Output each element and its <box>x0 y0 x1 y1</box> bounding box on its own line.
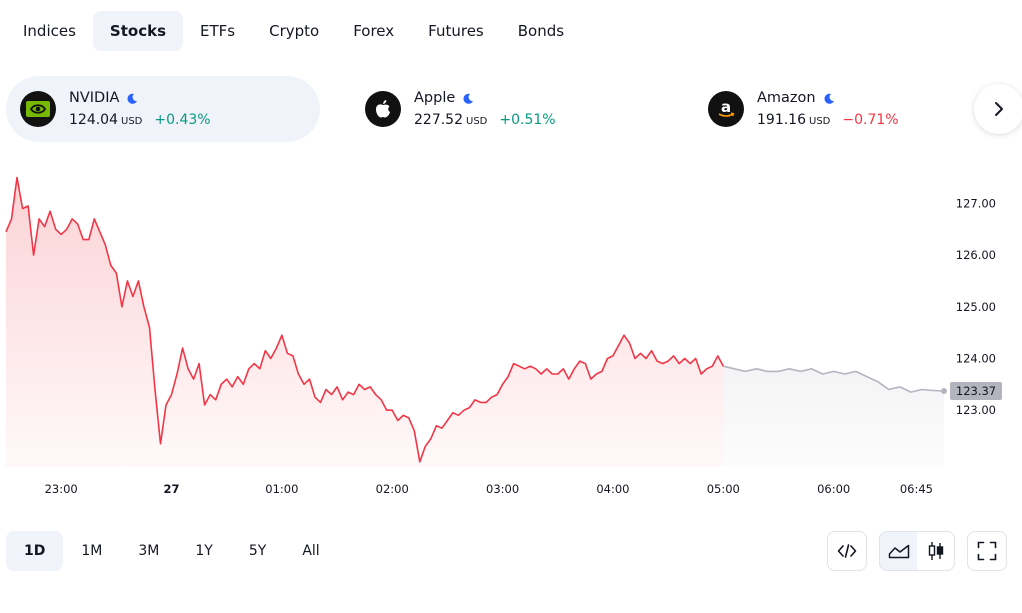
svg-text:a: a <box>721 98 731 116</box>
y-tick-label: 124.00 <box>956 351 996 365</box>
ticker-change: −0.71% <box>842 112 899 128</box>
range-1d[interactable]: 1D <box>6 531 64 571</box>
x-tick-label: 06:00 <box>817 482 850 496</box>
x-tick-label: 27 <box>164 482 180 496</box>
embed-code-button[interactable] <box>827 531 867 571</box>
x-tick-label: 04:00 <box>596 482 629 496</box>
market-tabs: Indices Stocks ETFs Crypto Forex Futures… <box>6 11 581 51</box>
area-chart-icon <box>888 544 909 559</box>
extended-hours-area-fill <box>723 366 944 467</box>
tab-etfs[interactable]: ETFs <box>200 22 236 40</box>
range-5y[interactable]: 5Y <box>248 543 267 559</box>
code-embed-icon <box>837 544 857 558</box>
session-area-fill <box>6 177 724 467</box>
tab-stocks[interactable]: Stocks <box>92 11 183 51</box>
carousel-next-button[interactable] <box>974 84 1022 134</box>
extended-hours-price-line <box>723 365 945 393</box>
ticker-change: +0.43% <box>154 112 211 128</box>
range-1m[interactable]: 1M <box>81 543 103 559</box>
tab-futures[interactable]: Futures <box>428 22 484 40</box>
amazon-logo-icon: a <box>708 91 744 127</box>
current-price-badge <box>950 382 1002 401</box>
price-chart[interactable]: 127.00 126.00 125.00 124.00 123.00 123.37 23:0… <box>0 175 1022 505</box>
x-tick-label: 01:00 <box>265 482 298 496</box>
fullscreen-icon <box>977 541 997 561</box>
ticker-card-nvidia[interactable]: NVIDIA 124.04 USD +0.43% <box>6 76 320 142</box>
range-all[interactable]: All <box>302 543 320 559</box>
market-closed-moon-icon <box>127 93 138 104</box>
ticker-name: Amazon <box>757 90 816 106</box>
y-tick-label: 123.00 <box>956 403 996 417</box>
x-tick-label: 23:00 <box>45 482 78 496</box>
market-closed-moon-icon <box>824 93 834 104</box>
area-chart-button[interactable] <box>880 532 917 570</box>
x-tick-label: 06:45 <box>900 482 933 496</box>
session-price-line <box>5 176 725 463</box>
ticker-card-apple[interactable]: Apple 227.52 USD +0.51% <box>351 76 651 142</box>
candlestick-icon <box>928 542 943 560</box>
tab-forex[interactable]: Forex <box>353 22 395 40</box>
fullscreen-button[interactable] <box>967 531 1007 571</box>
ticker-price: 191.16 <box>757 112 806 128</box>
ticker-currency: USD <box>466 116 488 127</box>
tab-indices[interactable]: Indices <box>23 22 76 40</box>
range-3m[interactable]: 3M <box>138 543 160 559</box>
x-tick-label: 02:00 <box>376 482 409 496</box>
ticker-card-amazon[interactable]: a Amazon 191.16 USD −0.71% <box>694 76 974 142</box>
ticker-price: 227.52 <box>414 112 463 128</box>
ticker-currency: USD <box>121 116 143 127</box>
chart-style-toggle <box>879 531 955 571</box>
y-tick-label: 126.00 <box>956 248 996 262</box>
ticker-name: Apple <box>414 90 456 106</box>
ticker-price: 124.04 <box>69 112 118 128</box>
ticker-currency: USD <box>809 116 831 127</box>
ticker-change: +0.51% <box>499 112 556 128</box>
tab-bonds[interactable]: Bonds <box>517 22 565 40</box>
y-tick-label: 125.00 <box>956 300 996 314</box>
tab-crypto[interactable]: Crypto <box>269 22 320 40</box>
ticker-carousel: NVIDIA 124.04 USD +0.43% Apple 227.52 <box>6 76 1022 142</box>
chevron-right-icon <box>995 102 1003 116</box>
last-price-dot <box>941 388 947 395</box>
current-price-label: 123.37 <box>956 384 996 398</box>
market-closed-moon-icon <box>463 93 474 104</box>
range-1y[interactable]: 1Y <box>195 543 213 559</box>
range-selector: 1D 1M 3M 1Y 5Y All <box>6 531 338 571</box>
ticker-name: NVIDIA <box>69 90 120 106</box>
nvidia-logo-icon <box>20 91 56 127</box>
x-tick-label: 03:00 <box>486 482 519 496</box>
apple-logo-icon <box>365 91 401 127</box>
x-tick-label: 05:00 <box>707 482 740 496</box>
y-tick-label: 127.00 <box>956 196 996 210</box>
candlestick-chart-button[interactable] <box>917 532 954 570</box>
